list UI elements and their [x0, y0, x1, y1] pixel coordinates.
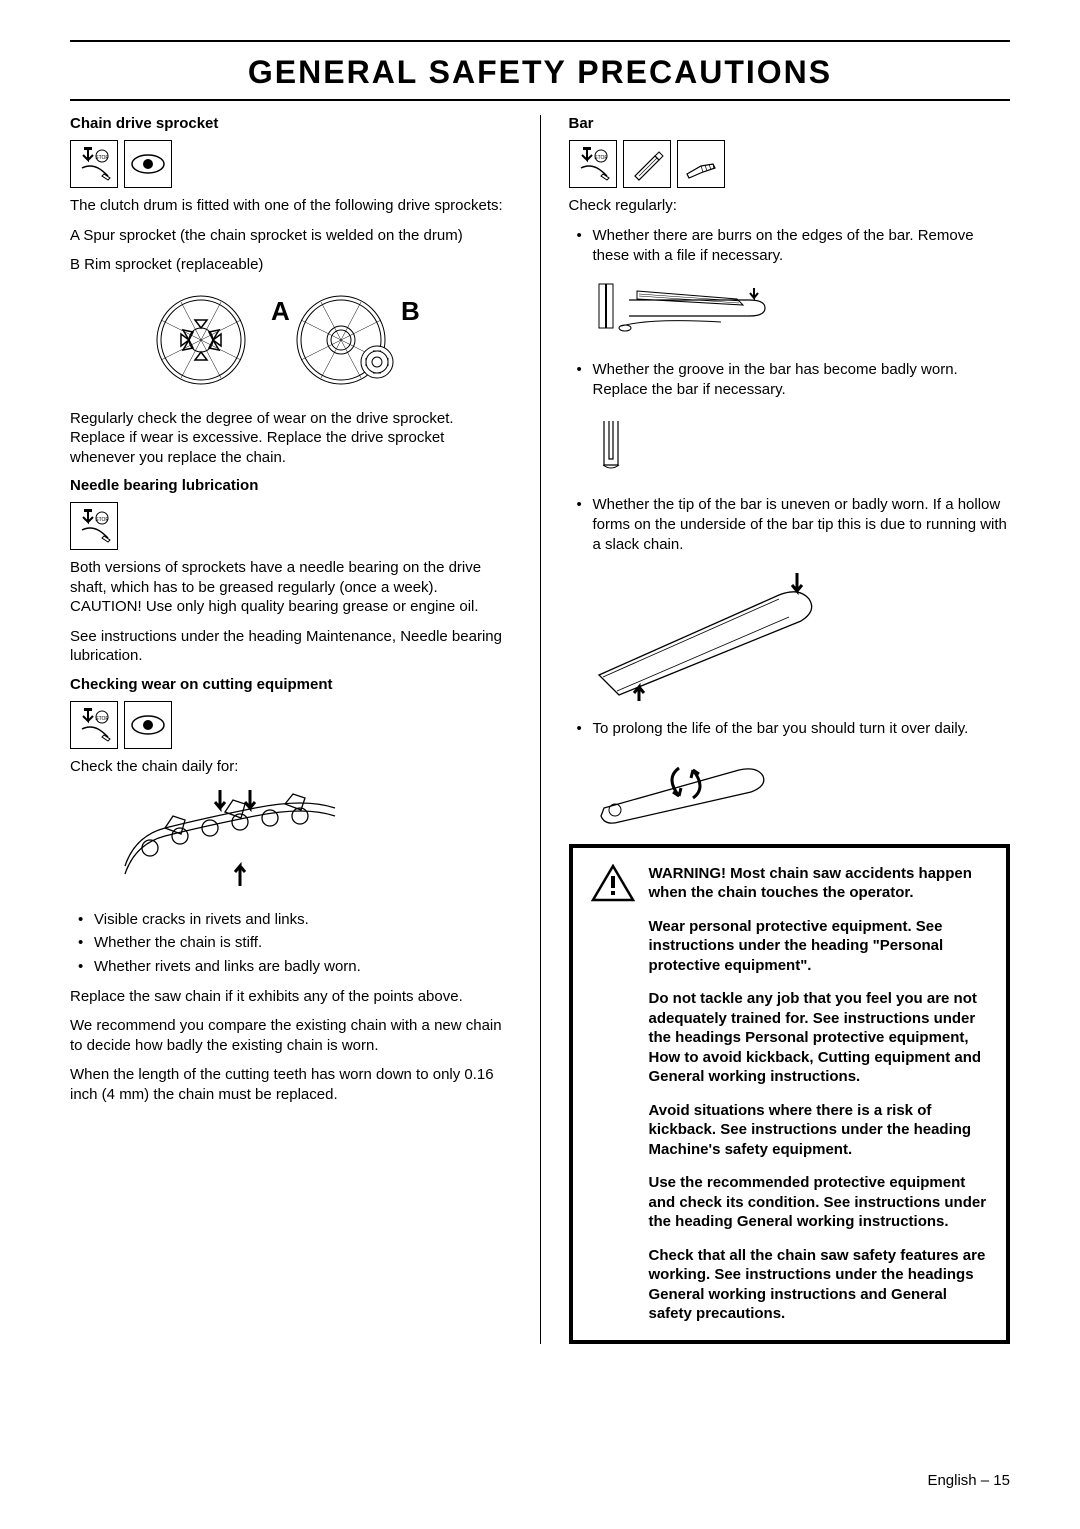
text-replace-chain: Replace the saw chain if it exhibits any… — [70, 987, 512, 1007]
stop-engine-icon: STOP — [70, 701, 118, 749]
list-item: Whether there are burrs on the edges of … — [569, 226, 1011, 267]
list-item: Whether the groove in the bar has become… — [569, 360, 1011, 401]
heading-needle-bearing: Needle bearing lubrication — [70, 477, 512, 494]
stop-engine-icon: STOP — [569, 140, 617, 188]
warning-box: WARNING! Most chain saw accidents happen… — [569, 844, 1011, 1344]
title-rule — [70, 99, 1010, 101]
icon-row-needle: STOP — [70, 502, 512, 550]
icon-row-sprocket: STOP — [70, 140, 512, 188]
heading-bar: Bar — [569, 115, 1011, 132]
bar-check-list-4: To prolong the life of the bar you shoul… — [569, 719, 1011, 739]
text-clutch-drum: The clutch drum is fitted with one of th… — [70, 196, 512, 216]
page-title: GENERAL SAFETY PRECAUTIONS — [70, 54, 1010, 91]
svg-text:STOP: STOP — [594, 155, 608, 161]
warning-p1: WARNING! Most chain saw accidents happen… — [649, 864, 989, 903]
text-teeth-worn: When the length of the cutting teeth has… — [70, 1065, 512, 1104]
text-rim-sprocket: B Rim sprocket (replaceable) — [70, 255, 512, 275]
inspect-icon — [124, 140, 172, 188]
column-divider — [540, 115, 541, 1344]
text-compare-chain: We recommend you compare the existing ch… — [70, 1016, 512, 1055]
file-icon — [623, 140, 671, 188]
stop-engine-icon: STOP — [70, 502, 118, 550]
top-rule — [70, 40, 1010, 42]
figure-chain — [70, 786, 512, 896]
warning-p6: Check that all the chain saw safety feat… — [649, 1246, 989, 1324]
text-check-chain-daily: Check the chain daily for: — [70, 757, 512, 777]
list-item: To prolong the life of the bar you shoul… — [569, 719, 1011, 739]
figure-bar-tip — [569, 565, 1011, 705]
icon-row-bar: STOP — [569, 140, 1011, 188]
warning-text: WARNING! Most chain saw accidents happen… — [649, 864, 989, 1324]
label-b: B — [401, 296, 420, 326]
list-item: Whether rivets and links are badly worn. — [70, 957, 512, 977]
bar-check-list-3: Whether the tip of the bar is uneven or … — [569, 495, 1011, 556]
text-spur-sprocket: A Spur sprocket (the chain sprocket is w… — [70, 226, 512, 246]
content-columns: Chain drive sprocket STOP The clutch dru… — [70, 115, 1010, 1344]
right-column: Bar STOP Check regularly: Whether there … — [569, 115, 1011, 1344]
left-column: Chain drive sprocket STOP The clutch dru… — [70, 115, 512, 1344]
list-item: Visible cracks in rivets and links. — [70, 910, 512, 930]
list-item: Whether the chain is stiff. — [70, 933, 512, 953]
bar-check-list: Whether there are burrs on the edges of … — [569, 226, 1011, 267]
figure-bar-turn — [569, 750, 1011, 830]
warning-p4: Avoid situations where there is a risk o… — [649, 1101, 989, 1160]
svg-text:STOP: STOP — [95, 517, 109, 523]
list-item: Whether the tip of the bar is uneven or … — [569, 495, 1011, 556]
warning-p2: Wear personal protective equipment. See … — [649, 917, 989, 976]
icon-row-checking: STOP — [70, 701, 512, 749]
inspect-icon — [124, 701, 172, 749]
figure-bar-file — [569, 276, 1011, 346]
text-needle-instructions: See instructions under the heading Maint… — [70, 627, 512, 666]
warning-icon — [591, 864, 635, 1324]
figure-sprockets: A B — [70, 285, 512, 395]
text-check-wear: Regularly check the degree of wear on th… — [70, 409, 512, 468]
bar-check-list-2: Whether the groove in the bar has become… — [569, 360, 1011, 401]
warning-p3: Do not tackle any job that you feel you … — [649, 989, 989, 1087]
brush-icon — [677, 140, 725, 188]
stop-engine-icon: STOP — [70, 140, 118, 188]
svg-text:STOP: STOP — [95, 155, 109, 161]
text-check-regularly: Check regularly: — [569, 196, 1011, 216]
svg-text:STOP: STOP — [95, 716, 109, 722]
heading-checking-wear: Checking wear on cutting equipment — [70, 676, 512, 693]
chain-check-list: Visible cracks in rivets and links. Whet… — [70, 910, 512, 977]
text-needle-grease: Both versions of sprockets have a needle… — [70, 558, 512, 617]
warning-p5: Use the recommended protective equipment… — [649, 1173, 989, 1232]
page-footer: English – 15 — [927, 1472, 1010, 1489]
figure-bar-groove — [569, 411, 1011, 481]
label-a: A — [271, 296, 290, 326]
heading-chain-drive-sprocket: Chain drive sprocket — [70, 115, 512, 132]
